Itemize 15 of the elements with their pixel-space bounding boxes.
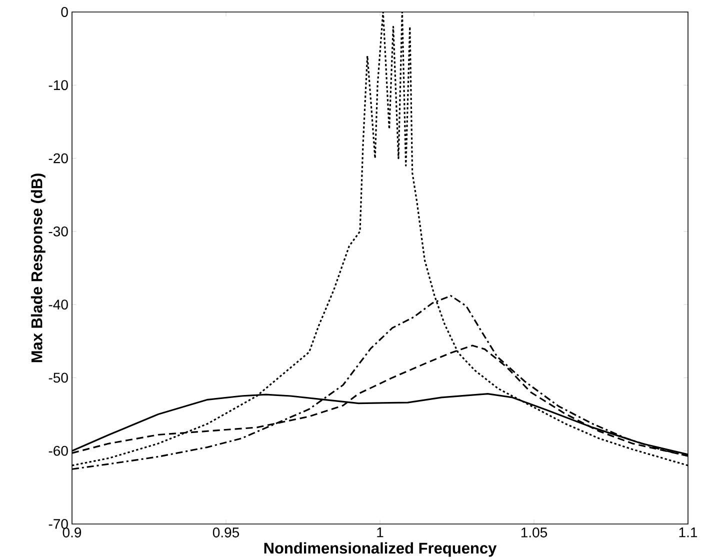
y-tick-label: 0: [61, 7, 68, 17]
x-tick-label: 1: [377, 527, 384, 538]
y-tick-label: -10: [48, 80, 68, 90]
y-axis-title: Max Blade Response (dB): [30, 174, 46, 362]
x-tick-label: 1.05: [521, 527, 548, 538]
y-tick-label: -60: [48, 446, 68, 456]
y-tick-label: -20: [48, 153, 68, 164]
x-tick-label: 0.95: [212, 527, 240, 538]
y-tick-label: -50: [48, 372, 68, 383]
x-axis-title: Nondimensionalized Frequency: [264, 542, 497, 557]
x-tick-label: 0.9: [62, 527, 82, 538]
y-tick-label: -40: [48, 300, 68, 310]
y-tick-label: -30: [48, 226, 68, 236]
y-tick-label: -70: [48, 518, 68, 529]
x-tick-label: 1.1: [679, 527, 698, 538]
